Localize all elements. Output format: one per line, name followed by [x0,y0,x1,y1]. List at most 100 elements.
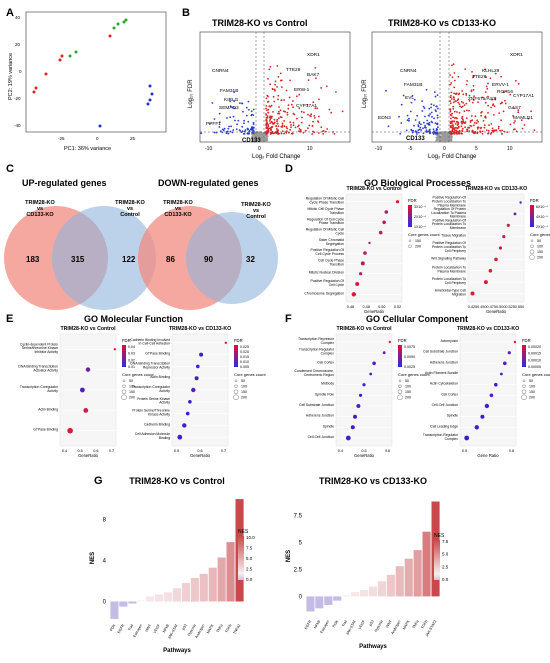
volcano-point-up [449,108,452,110]
volcano-point-down [436,105,438,108]
volcano-point-up [298,124,300,127]
go-term-label: Adherens Junction [306,414,334,418]
go-term-label: Tissue Migration [441,234,466,238]
volcano-point-down [420,123,422,126]
volcano-gene-label: ROH16 [497,89,513,95]
nes-xtick: Trail [127,623,134,631]
nes-bar [190,578,199,602]
nes-xtick: EGFR [304,619,313,630]
volcano-point-down [412,129,414,132]
nes-xtick: TNFa2 [232,624,241,636]
volcano-point-up [450,82,453,84]
volcano-point-up [479,130,481,133]
go-term-label: Adherens Junction [430,360,458,364]
volcano-point-up [504,99,506,102]
volcano-point-up [485,85,488,88]
volcano-left-xtick-2: 0 [258,146,261,152]
panel-label-e: E [6,313,13,325]
go-count-tick: 150 [405,390,411,394]
volcano-point-up [451,112,453,115]
volcano-point-up [460,132,463,135]
go-term-label: Regulation Of Mitotic Cell Cycle [306,228,345,236]
volcano-point-up [456,120,459,123]
go-dot [360,261,365,266]
volcano-point-up [465,83,468,86]
volcano-point-down [402,94,405,97]
go-xtick: 0.6 [197,449,202,453]
volcano-point-down [209,123,211,125]
volcano-point-up [271,88,274,91]
volcano-point-up [512,107,515,109]
pca-xtick-2: 0 [96,136,99,141]
volcano-point-down [225,132,228,135]
volcano-point-up [450,94,452,97]
volcano-point-up [495,129,498,132]
go-fdr-tick: 2X10⁻⁴ [414,215,426,219]
volcano-point-down [424,124,426,127]
volcano-point-up [269,65,272,68]
volcano-point-up [298,127,301,130]
go-legend-count-title: Core genes count [122,372,154,377]
go-count-circle [122,384,126,388]
volcano-point-down [243,119,246,122]
volcano-point-ns [260,133,262,135]
go-plot-title: TRIM28-KO vs CD133-KO [457,326,519,332]
volcano-point-up [292,121,295,124]
go-mf-left-plot: TRIM28-KO vs Control Cyclin-dependent Pro… [18,326,154,458]
go-count-tick: 150 [537,250,543,254]
volcano-point-up [458,111,461,114]
volcano-point-up [277,117,280,120]
go-term-label: Transcription Coregulator Activity [132,385,171,393]
go-mf-title: GO Molecular Function [84,314,183,324]
volcano-left-title: TRIM28-KO vs Control [212,18,308,28]
go-dot [182,423,187,428]
volcano-point-up [481,132,484,135]
go-count-circle [233,389,239,394]
pca-xtick-3: 25 [130,136,136,141]
go-xtick: 0.7 [221,449,226,453]
go-dot [506,223,510,227]
nes-xtick: p53 [368,620,374,627]
nes-xtick: PDK [109,623,116,632]
go-fdr-tick: 0.00015 [528,352,541,356]
pca-xlabel: PC1: 36% variance [64,146,111,152]
volcano-point-up [476,119,478,122]
volcano-point-up [341,110,344,113]
volcano-point-up [470,115,473,117]
go-xtick: 0.50 [378,305,385,309]
go-count-circle [521,394,527,400]
pca-ytick-4: -20 [14,96,21,101]
nes-ytick: 0 [103,600,107,606]
nes-bar [208,567,217,602]
volcano-point-up [451,126,454,129]
go-dot [353,414,357,419]
volcano-point-up [265,97,268,100]
go-count-tick: 200 [405,396,411,400]
go-term-label: Positive Regulation Of Protein Localizati… [432,218,466,230]
go-count-circle [398,384,402,388]
volcano-gene-label: EDN3 [378,115,391,121]
go-term-label: Positive Regulation Of Protein Localizati… [432,241,466,253]
nes-xtick: WNT [145,623,153,633]
pca-point [60,54,64,58]
volcano-point-up [457,125,460,128]
volcano-point-down [243,122,245,125]
volcano-point-up [494,98,497,101]
go-fdr-tick: 6X10⁻⁴ [536,205,548,209]
volcano-point-up [298,130,300,133]
panel-label-b: B [182,7,190,19]
volcano-point-up [294,126,297,129]
volcano-gene-label: GAS7 [508,105,521,111]
go-term-label: Midbody [321,382,334,386]
volcano-point-up [287,107,290,110]
volcano-point-down [398,115,400,118]
volcano-point-down [229,105,232,108]
go-dot [480,414,485,419]
volcano-point-up [265,114,268,116]
volcano-point-up [266,115,269,118]
volcano-point-up [477,101,479,103]
go-xtick: 0.475 [487,305,497,309]
volcano-point-down [421,100,423,102]
go-term-label: Cell-Cell Junction [308,435,334,439]
